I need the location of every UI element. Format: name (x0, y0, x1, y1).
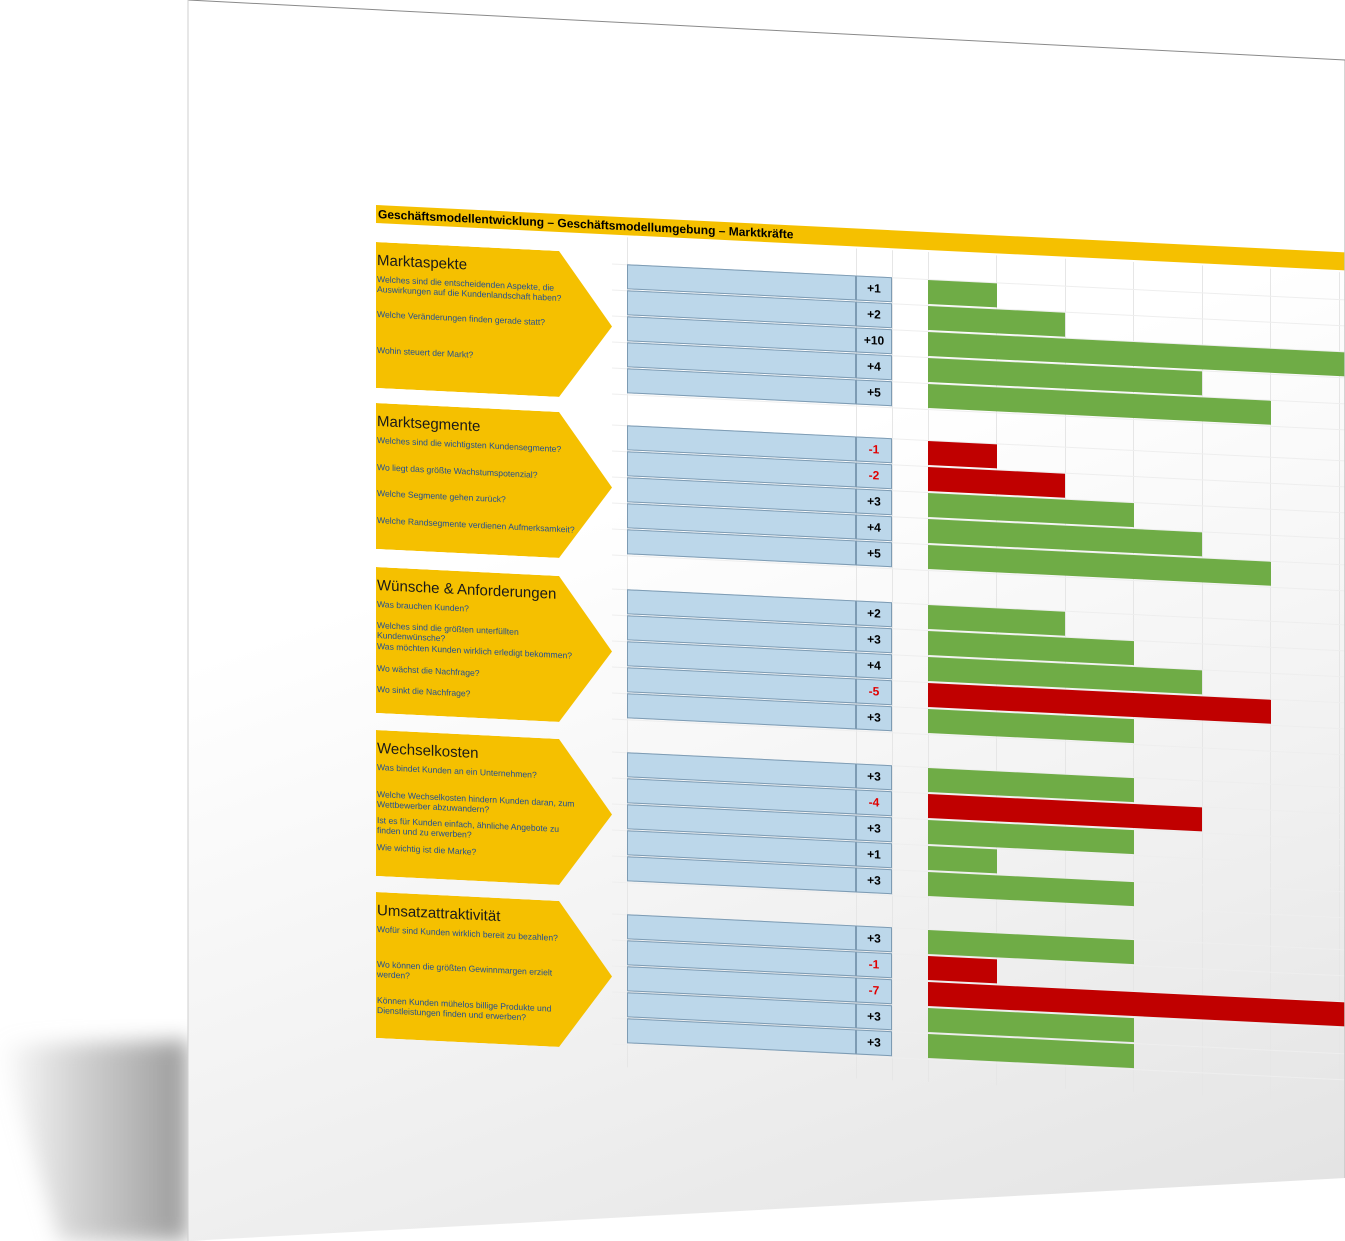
value-label[interactable]: +3 (856, 488, 892, 516)
value-label[interactable]: +2 (856, 600, 892, 628)
value-label[interactable]: -5 (856, 678, 892, 706)
value-label[interactable]: +1 (856, 841, 892, 869)
category-arrow: Marktaspekte Welches sind die entscheiden… (376, 242, 612, 400)
value-label[interactable]: -4 (856, 789, 892, 817)
question-text: Welches sind die wichtigsten Kundensegme… (377, 435, 562, 455)
value-label[interactable]: +3 (856, 867, 892, 895)
value-label[interactable]: -1 (856, 436, 892, 464)
positive-bar (928, 279, 997, 308)
gridline (1270, 268, 1271, 1099)
value-label[interactable]: +4 (856, 353, 892, 381)
value-label[interactable]: +5 (856, 540, 892, 568)
gridline (1202, 265, 1203, 1096)
question-text: Welche Veränderungen finden gerade statt… (377, 309, 546, 328)
category-title: Marktsegmente (377, 413, 481, 436)
question-text: Wo wächst die Nachfrage? (377, 662, 480, 678)
question-text: Welches sind die entscheidenden Aspekte,… (377, 274, 562, 304)
document-page: Geschäftsmodellentwicklung – Geschäftsmo… (188, 0, 1345, 1241)
value-label[interactable]: +3 (856, 704, 892, 732)
value-label[interactable]: +2 (856, 301, 892, 329)
category-arrow: Wechselkosten Was bindet Kunden an ein Un… (376, 730, 612, 888)
question-text: Wohin steuert der Markt? (377, 344, 474, 360)
value-label[interactable]: -2 (856, 462, 892, 490)
value-label[interactable]: +1 (856, 275, 892, 303)
category-arrow: Marktsegmente Welches sind die wichtigste… (376, 403, 612, 561)
page-title: Geschäftsmodellentwicklung – Geschäftsmo… (378, 207, 794, 242)
negative-bar (928, 955, 997, 984)
value-label[interactable]: +4 (856, 652, 892, 680)
value-label[interactable]: +3 (856, 1003, 892, 1031)
value-label[interactable]: +3 (856, 626, 892, 654)
value-label[interactable]: +5 (856, 379, 892, 407)
question-text: Wofür sind Kunden wirklich bereit zu bez… (377, 924, 558, 943)
question-text: Wo liegt das größte Wachstumspotenzial? (377, 461, 538, 480)
question-text: Ist es für Kunden einfach, ähnliche Ange… (377, 815, 560, 840)
category-arrow: Umsatzattraktivität Wofür sind Kunden wir… (376, 892, 612, 1050)
question-text: Können Kunden mühelos billige Produkte u… (377, 994, 552, 1022)
category-title: Wechselkosten (377, 740, 479, 763)
positive-bar (928, 871, 1134, 907)
gridline (892, 250, 893, 1081)
value-label[interactable]: +3 (856, 1029, 892, 1057)
category-title: Marktaspekte (377, 252, 468, 274)
question-text: Wie wichtig ist die Marke? (377, 841, 477, 857)
category-title: Umsatzattraktivität (377, 902, 501, 926)
question-text: Was bindet Kunden an ein Unternehmen? (377, 762, 537, 780)
question-text: Wo sinkt die Nachfrage? (377, 683, 471, 699)
value-label[interactable]: -1 (856, 951, 892, 979)
positive-bar (928, 845, 997, 874)
value-label[interactable]: +4 (856, 514, 892, 542)
chart-sheet: Geschäftsmodellentwicklung – Geschäftsmo… (376, 205, 1345, 1126)
value-label[interactable]: +3 (856, 763, 892, 791)
value-label[interactable]: +3 (856, 815, 892, 843)
question-text: Welche Segmente gehen zurück? (377, 488, 506, 505)
question-text: Welche Wechselkosten hindern Kunden dara… (377, 788, 575, 815)
gridline (1339, 272, 1340, 1103)
question-text: Welche Randsegmente verdienen Aufmerksam… (377, 514, 575, 535)
negative-bar (928, 440, 997, 469)
question-text: Wo können die größten Gewinnmargen erzie… (377, 959, 553, 981)
value-label[interactable]: +3 (856, 925, 892, 953)
value-label[interactable]: -7 (856, 977, 892, 1005)
value-label[interactable]: +10 (856, 327, 892, 355)
category-arrow: Wünsche & Anforderungen Was brauchen Kund… (376, 567, 612, 725)
